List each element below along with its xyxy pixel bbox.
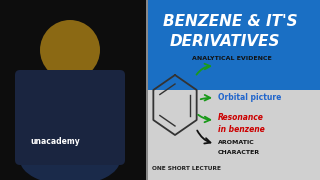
Text: DERIVATIVES: DERIVATIVES: [170, 35, 280, 50]
Text: ONE SHORT LECTURE: ONE SHORT LECTURE: [152, 165, 221, 170]
Text: Orbital picture: Orbital picture: [218, 93, 281, 102]
Text: ANALYTICAL EVIDENCE: ANALYTICAL EVIDENCE: [192, 55, 272, 60]
Ellipse shape: [20, 135, 120, 180]
Circle shape: [40, 20, 100, 80]
Bar: [146, 90, 320, 180]
Text: in benzene: in benzene: [218, 125, 265, 134]
Text: BENZENE & IT'S: BENZENE & IT'S: [163, 15, 297, 30]
Text: AROMATIC: AROMATIC: [218, 140, 255, 145]
Bar: [146, 0, 148, 180]
FancyBboxPatch shape: [15, 70, 125, 165]
Bar: [0, 0, 146, 180]
Text: CHARACTER: CHARACTER: [218, 150, 260, 154]
Bar: [146, 0, 320, 90]
Text: Resonance: Resonance: [218, 112, 264, 122]
Text: unacademy: unacademy: [30, 138, 80, 147]
